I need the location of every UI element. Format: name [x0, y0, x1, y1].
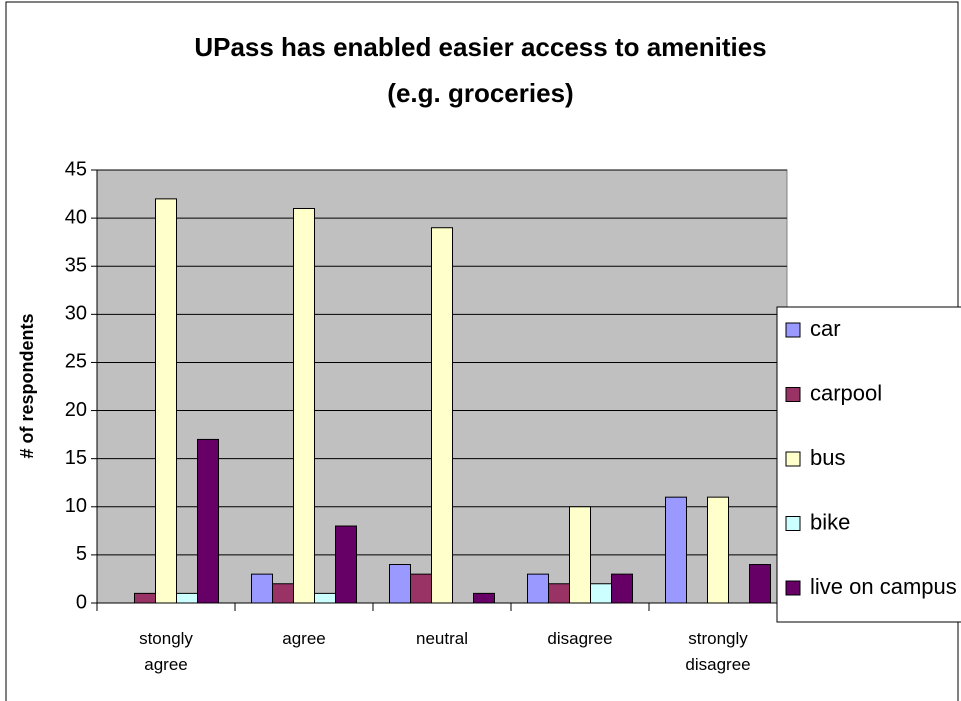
legend-label: live on campus	[810, 574, 957, 599]
y-tick-label: 35	[65, 255, 87, 277]
legend-label: carpool	[810, 380, 882, 405]
bar	[611, 573, 633, 604]
legend-swatch	[785, 451, 801, 467]
y-tick-label: 0	[76, 591, 87, 613]
bar	[410, 573, 432, 604]
bar	[548, 583, 570, 604]
legend-swatch	[785, 516, 801, 531]
bar	[335, 525, 357, 604]
bar	[431, 227, 453, 604]
bar	[197, 438, 219, 604]
y-tick-label: 40	[65, 206, 87, 228]
bar	[251, 573, 273, 604]
x-tick-label: agree	[282, 629, 326, 648]
bar	[272, 583, 294, 604]
legend-swatch	[785, 322, 801, 338]
chart-title: UPass has enabled easier access to ameni…	[194, 32, 767, 62]
chart-title: (e.g. groceries)	[387, 78, 574, 108]
legend	[776, 306, 961, 623]
bar	[749, 564, 771, 604]
bar	[176, 592, 198, 604]
bar	[134, 592, 156, 604]
y-tick-label: 10	[65, 495, 87, 517]
bar	[707, 496, 729, 604]
x-tick-label: strongly disagree	[685, 629, 751, 674]
bar	[389, 564, 411, 604]
legend-swatch	[785, 387, 801, 402]
bar	[314, 592, 336, 604]
y-axis-label: # of respondents	[17, 313, 37, 458]
y-tick-label: 20	[65, 399, 87, 421]
bar	[473, 592, 495, 604]
legend-label: bus	[810, 445, 845, 470]
legend-swatch	[785, 580, 801, 596]
bar	[665, 496, 687, 604]
bar	[527, 573, 549, 604]
bar	[155, 198, 177, 604]
y-tick-label: 15	[65, 447, 87, 469]
y-tick-label: 25	[65, 351, 87, 373]
x-tick-label: neutral	[416, 629, 468, 648]
y-tick-label: 30	[65, 303, 87, 325]
bar	[590, 583, 612, 604]
legend-label: bike	[810, 509, 850, 534]
y-tick-label: 5	[76, 543, 87, 565]
legend-label: car	[810, 316, 841, 341]
x-tick-label: disagree	[547, 629, 613, 648]
x-tick-label: stongly agree	[139, 629, 193, 674]
bar	[293, 207, 315, 604]
bar	[569, 506, 591, 604]
y-tick-label: 45	[65, 158, 87, 180]
